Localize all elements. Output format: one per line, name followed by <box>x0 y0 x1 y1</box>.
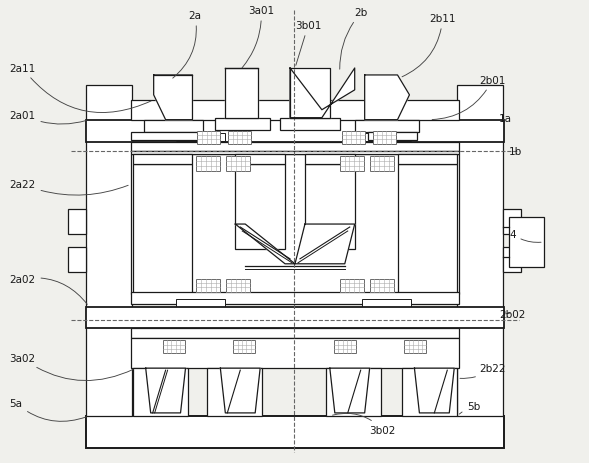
Text: 4: 4 <box>509 230 541 243</box>
Bar <box>68 247 86 272</box>
Bar <box>362 133 412 141</box>
Polygon shape <box>154 76 193 120</box>
Bar <box>326 369 380 416</box>
Bar <box>163 341 184 353</box>
Bar <box>398 155 457 165</box>
Bar <box>197 157 220 172</box>
Bar <box>207 369 262 416</box>
Polygon shape <box>290 69 330 119</box>
Bar <box>86 416 504 448</box>
Bar <box>144 120 203 132</box>
Bar <box>340 279 363 292</box>
Polygon shape <box>415 369 454 413</box>
Bar <box>226 157 250 172</box>
Text: 1b: 1b <box>503 147 522 157</box>
Text: 2b01: 2b01 <box>432 76 505 120</box>
Text: 3b01: 3b01 <box>295 21 322 66</box>
Bar <box>340 157 363 172</box>
Bar <box>368 132 418 140</box>
Bar <box>131 338 459 369</box>
Text: 2a22: 2a22 <box>9 180 128 196</box>
Bar <box>334 341 356 353</box>
Bar <box>176 133 226 141</box>
Bar <box>197 131 220 144</box>
Bar <box>131 152 459 155</box>
Polygon shape <box>365 76 409 120</box>
Text: 2a: 2a <box>173 11 201 79</box>
Text: 2b11: 2b11 <box>402 14 456 78</box>
Bar <box>235 155 285 165</box>
Bar <box>86 120 504 142</box>
Bar <box>305 165 355 250</box>
Bar <box>342 131 365 144</box>
Bar <box>405 341 426 353</box>
Bar <box>355 120 419 132</box>
Bar <box>280 119 340 130</box>
Bar <box>509 218 544 267</box>
Bar <box>133 369 187 416</box>
Bar <box>68 210 86 234</box>
Polygon shape <box>145 369 186 413</box>
Bar <box>131 292 459 304</box>
Bar <box>197 279 220 292</box>
Bar <box>131 329 459 338</box>
Text: 1a: 1a <box>499 113 512 124</box>
Bar <box>503 247 521 272</box>
Bar <box>402 369 457 416</box>
Text: 2b22: 2b22 <box>460 363 505 379</box>
Text: 3a02: 3a02 <box>9 353 133 381</box>
Polygon shape <box>220 369 260 413</box>
Bar <box>131 142 459 152</box>
Bar <box>86 307 504 329</box>
Text: 2a11: 2a11 <box>9 64 151 113</box>
Text: 2b02: 2b02 <box>499 309 525 319</box>
Bar <box>131 132 210 140</box>
Bar <box>133 155 193 165</box>
Bar <box>398 165 457 294</box>
Bar <box>362 299 412 307</box>
Bar <box>305 155 355 165</box>
Polygon shape <box>235 225 295 264</box>
Bar <box>229 131 251 144</box>
Polygon shape <box>295 225 355 264</box>
Bar <box>176 299 226 307</box>
Bar <box>133 165 193 294</box>
Bar <box>131 100 459 120</box>
Text: 2a02: 2a02 <box>9 274 87 305</box>
Polygon shape <box>290 69 355 119</box>
Bar <box>216 119 270 130</box>
Text: 3a01: 3a01 <box>242 6 274 69</box>
Text: 5a: 5a <box>9 398 87 421</box>
Bar <box>226 279 250 292</box>
Polygon shape <box>330 369 370 413</box>
Bar <box>370 279 393 292</box>
Text: 2a01: 2a01 <box>9 111 87 125</box>
Bar <box>131 155 459 294</box>
Bar <box>373 131 396 144</box>
Polygon shape <box>226 69 258 119</box>
Text: 5b: 5b <box>459 401 481 414</box>
Bar <box>233 341 255 353</box>
Bar <box>370 157 393 172</box>
Bar <box>235 165 285 250</box>
Text: 3b02: 3b02 <box>333 413 396 435</box>
Text: 2b: 2b <box>340 8 368 70</box>
Bar <box>86 86 132 416</box>
Bar <box>503 210 521 234</box>
Bar <box>457 86 503 416</box>
